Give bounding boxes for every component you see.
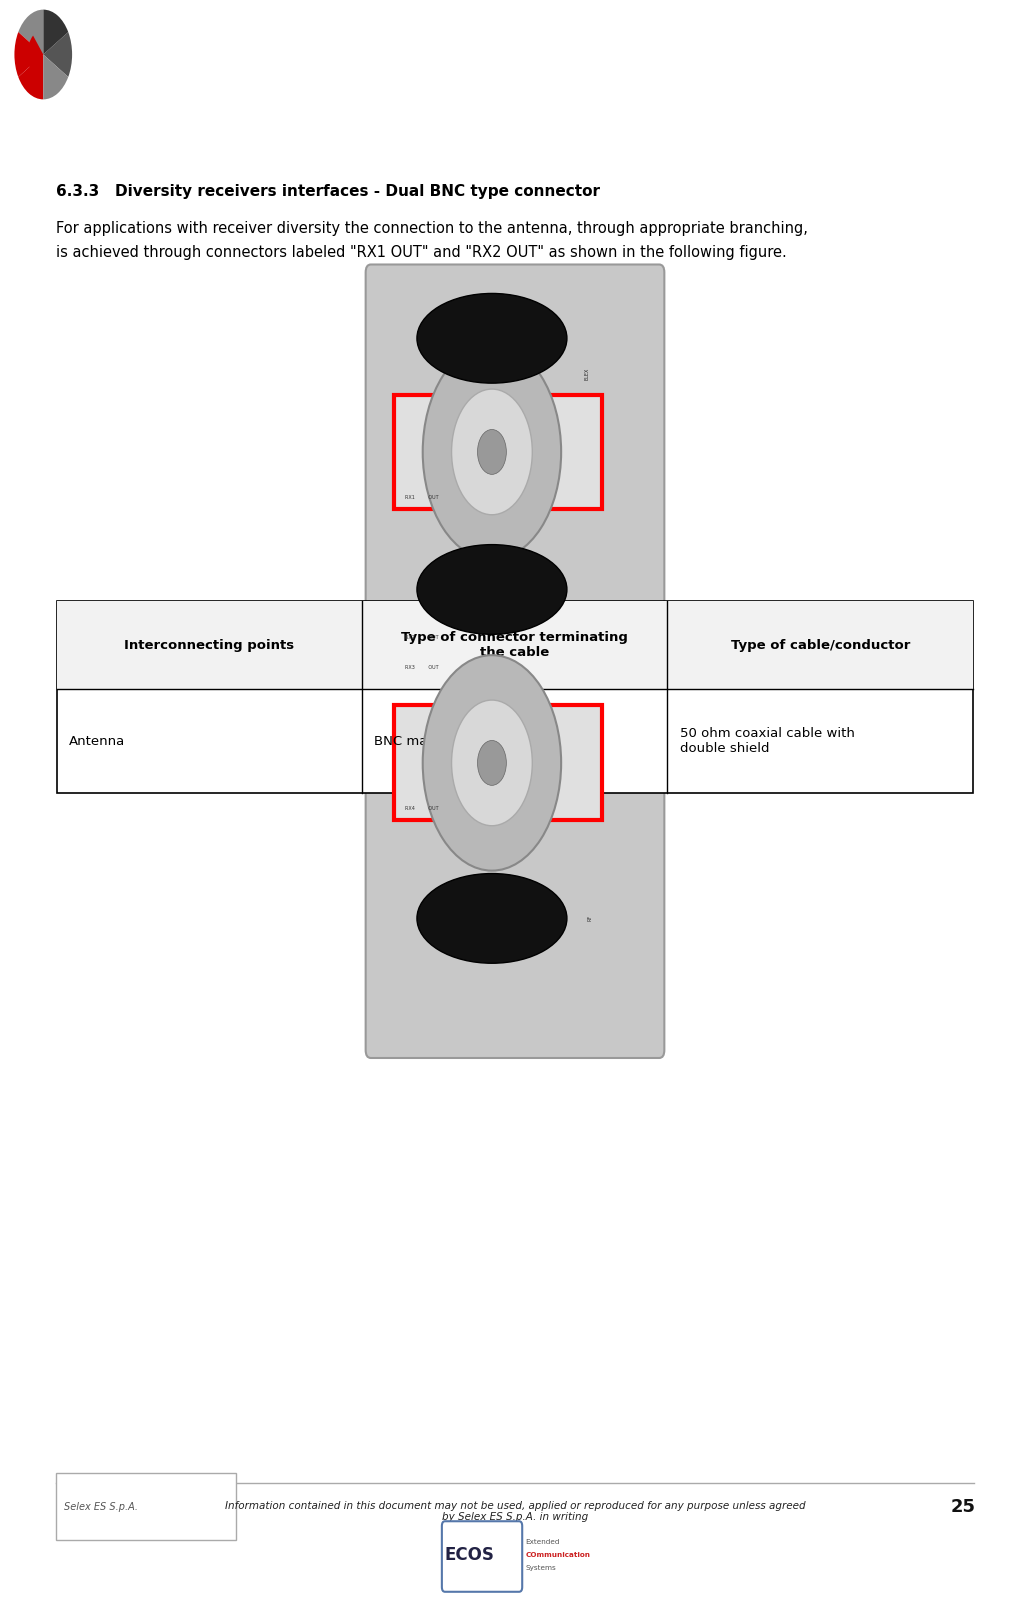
Text: Systems: Systems — [525, 1565, 556, 1571]
Text: Type of connector terminating
the cable: Type of connector terminating the cable — [401, 632, 628, 659]
Text: RX4         OUT: RX4 OUT — [406, 806, 439, 811]
FancyBboxPatch shape — [442, 1521, 522, 1592]
Bar — [393, 394, 602, 510]
Ellipse shape — [417, 545, 566, 635]
Text: BNC male connector: BNC male connector — [374, 734, 511, 749]
Text: Interconnecting points: Interconnecting points — [124, 638, 295, 652]
Text: RF: RF — [587, 915, 592, 922]
Wedge shape — [43, 10, 68, 55]
Text: ELEX: ELEX — [585, 369, 589, 380]
Wedge shape — [28, 35, 43, 74]
Text: RX2         OUT: RX2 OUT — [406, 635, 439, 640]
Text: Selex ES S.p.A.: Selex ES S.p.A. — [64, 1502, 138, 1512]
Text: ECOS: ECOS — [445, 1545, 494, 1565]
Text: is achieved through connectors labeled "RX1 OUT" and "RX2 OUT" as shown in the f: is achieved through connectors labeled "… — [56, 245, 786, 260]
Circle shape — [451, 701, 533, 826]
Wedge shape — [19, 10, 43, 55]
Circle shape — [451, 390, 533, 515]
Circle shape — [478, 741, 507, 785]
Text: 50 ohm coaxial cable with
double shield: 50 ohm coaxial cable with double shield — [680, 728, 855, 755]
Ellipse shape — [417, 293, 566, 383]
Text: COmmunication: COmmunication — [525, 1552, 590, 1558]
Bar — [393, 705, 602, 821]
Text: Extended: Extended — [525, 1539, 559, 1545]
Circle shape — [478, 430, 507, 474]
Circle shape — [422, 345, 561, 559]
Wedge shape — [19, 55, 43, 99]
Wedge shape — [14, 32, 43, 77]
Wedge shape — [43, 55, 68, 99]
Bar — [57, 601, 973, 793]
Bar — [57, 601, 973, 689]
Circle shape — [422, 656, 561, 870]
Text: Type of cable/conductor: Type of cable/conductor — [730, 638, 911, 652]
Text: Information contained in this document may not be used, applied or reproduced fo: Information contained in this document m… — [225, 1500, 805, 1523]
Text: RX3         OUT: RX3 OUT — [406, 665, 439, 670]
Bar — [56, 1473, 236, 1540]
Text: 6.3.3   Diversity receivers interfaces - Dual BNC type connector: 6.3.3 Diversity receivers interfaces - D… — [56, 184, 599, 199]
FancyBboxPatch shape — [366, 264, 664, 1058]
Text: Antenna: Antenna — [69, 734, 126, 749]
Ellipse shape — [417, 874, 566, 963]
Text: For applications with receiver diversity the connection to the antenna, through : For applications with receiver diversity… — [56, 221, 808, 236]
Wedge shape — [43, 32, 72, 77]
Text: RX1         OUT: RX1 OUT — [406, 495, 439, 500]
Text: 25: 25 — [951, 1497, 975, 1516]
